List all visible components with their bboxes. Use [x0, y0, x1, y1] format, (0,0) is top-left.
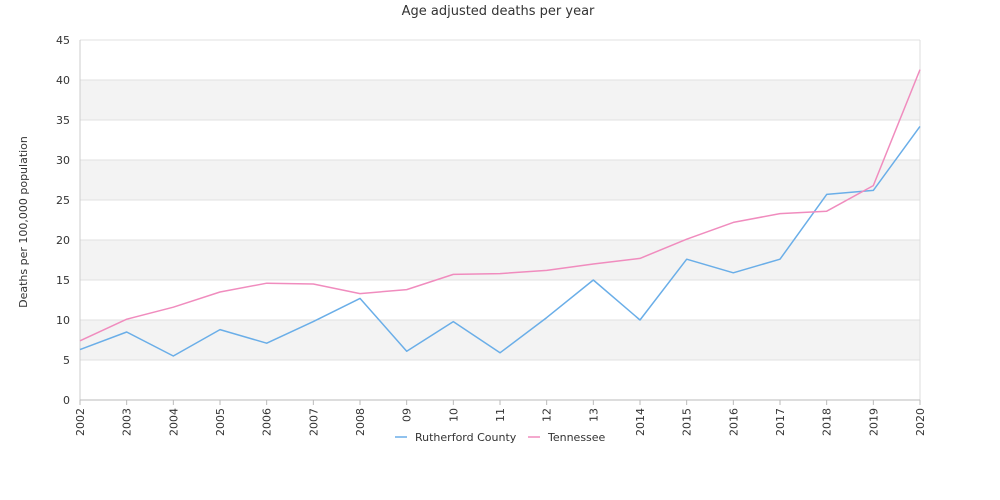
y-tick-label: 10	[56, 314, 70, 327]
y-axis-label: Deaths per 100,000 population	[17, 136, 30, 308]
x-tick-label: 2019	[867, 408, 880, 436]
y-tick-label: 0	[63, 394, 70, 407]
y-tick-label: 45	[56, 34, 70, 47]
y-tick-labels: 0 5 10 15 20 25 30 35 40 45	[56, 34, 70, 407]
legend-item[interactable]: Tennessee	[528, 431, 606, 444]
x-tick-label: 2007	[307, 408, 320, 436]
x-tick-label: 13	[587, 408, 600, 422]
y-tick-label: 30	[56, 154, 70, 167]
x-tick-label: 2004	[167, 408, 180, 436]
series-line-tennessee	[79, 69, 921, 342]
y-tick-label: 25	[56, 194, 70, 207]
background-band	[80, 80, 920, 120]
x-tick-label: 10	[447, 408, 460, 422]
x-tick-label: 2017	[774, 408, 787, 436]
y-tick-label: 35	[56, 114, 70, 127]
y-tick-label: 15	[56, 274, 70, 287]
background-band	[80, 320, 920, 360]
series-line-rutherford-county	[79, 125, 921, 357]
series-lines	[79, 69, 921, 357]
x-tick-label: 2015	[681, 408, 694, 436]
background-bands	[80, 80, 920, 360]
x-tick-label: 2003	[121, 408, 134, 436]
x-tick-label: 12	[541, 408, 554, 422]
legend-label: Tennessee	[547, 431, 606, 444]
legend: Rutherford County Tennessee	[395, 431, 606, 444]
chart-title: Age adjusted deaths per year	[402, 4, 595, 19]
legend-item[interactable]: Rutherford County	[395, 431, 517, 444]
x-tick-label: 2002	[74, 408, 87, 436]
x-tick-label: 2020	[914, 408, 927, 436]
x-tick-label: 2016	[727, 408, 740, 436]
y-tick-label: 40	[56, 74, 70, 87]
gridlines	[80, 39, 920, 401]
y-tick-label: 5	[63, 354, 70, 367]
x-tick-label: 2005	[214, 408, 227, 436]
x-tick-label: 2008	[354, 408, 367, 436]
x-tick-label: 2018	[821, 408, 834, 436]
x-tick-label: 2006	[261, 408, 274, 436]
x-tick-label: 11	[494, 408, 507, 422]
legend-label: Rutherford County	[415, 431, 517, 444]
x-tick-label: 2014	[634, 408, 647, 436]
x-tick-labels: 2002 2003 2004 2005 2006 2007 2008 09 10 11 12 13 20…	[74, 400, 927, 436]
x-tick-label: 09	[401, 408, 414, 422]
y-tick-label: 20	[56, 234, 70, 247]
background-band	[80, 160, 920, 200]
